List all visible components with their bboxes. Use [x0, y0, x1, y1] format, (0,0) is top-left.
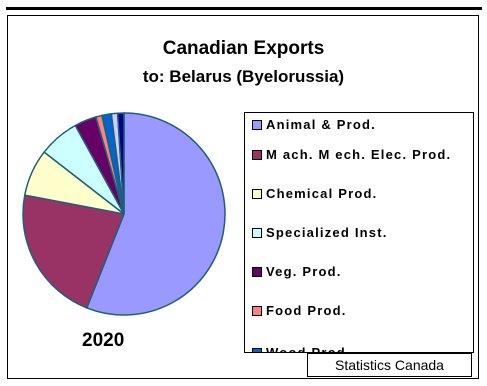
chart-subtitle: to: Belarus (Byelorussia): [142, 67, 345, 86]
chart-title: Canadian Exports: [162, 38, 325, 59]
legend-label: Wood Prod.: [266, 345, 351, 353]
legend-swatch: [252, 348, 262, 352]
pie-slice-9: [116, 112, 125, 215]
top-rule: [6, 7, 482, 10]
legend-swatch: [252, 189, 262, 199]
pie-slice-2: [22, 194, 126, 309]
legend-swatch: [252, 150, 262, 160]
legend-label: Veg. Prod.: [266, 264, 342, 279]
legend-label: M ach. M ech. Elec. Prod.: [266, 147, 452, 162]
pie-slice-1: [85, 112, 226, 316]
year-label: 2020: [82, 330, 125, 351]
legend-label: Specialized Inst.: [266, 225, 388, 240]
legend-swatch: [252, 267, 262, 277]
legend-label: Food Prod.: [266, 303, 347, 318]
legend-swatch: [252, 306, 262, 316]
legend-label: Chemical Prod.: [266, 186, 378, 201]
legend-swatch: [252, 120, 262, 130]
source-label: Statistics Canada: [307, 353, 472, 377]
legend-swatch: [252, 228, 262, 238]
legend-label: Animal & Prod.: [266, 117, 376, 132]
legend: Animal & Prod. M ach. M ech. Elec. Prod. C…: [244, 112, 474, 353]
